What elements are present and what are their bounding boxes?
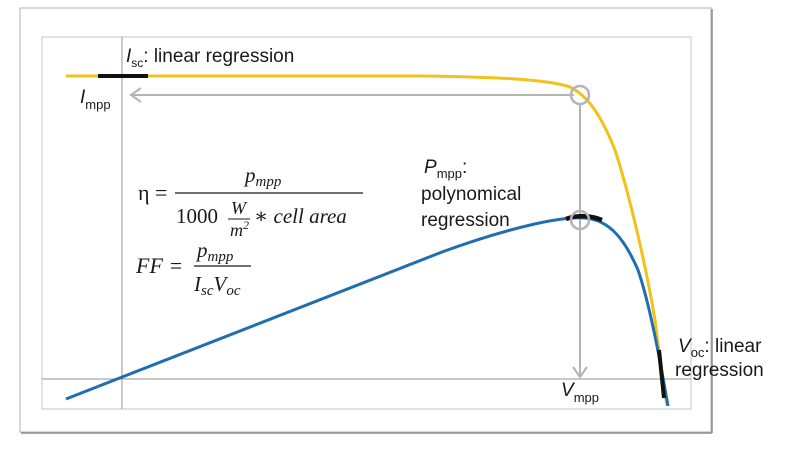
eta-den-unit-num: W [231, 198, 248, 218]
voc-label: Voc: linear [678, 336, 762, 360]
ff-num-main: p [195, 238, 208, 262]
pmpp-regression-segment [565, 213, 603, 223]
vmpp-subscript: mpp [574, 390, 599, 405]
isc-symbol: I [126, 46, 132, 67]
pmpp-label-line3: regression [421, 210, 510, 231]
ff-lhs: FF = [135, 253, 183, 278]
pmpp-label: Pmpp: [424, 157, 467, 181]
pmpp-colon: : [462, 157, 467, 178]
impp-label: Impp [80, 87, 111, 112]
iv-curve [66, 74, 669, 406]
impp-symbol: I [80, 87, 86, 108]
vmpp-symbol: V [561, 380, 576, 401]
ff-den-i-sub: sc [201, 283, 214, 299]
plot-frame [41, 36, 692, 410]
voc-regression-segment [657, 349, 666, 399]
pmpp-subscript: mpp [437, 166, 462, 181]
impp-subscript: mpp [85, 97, 110, 112]
eta-den-rest: ∗ cell area [254, 204, 347, 228]
vmpp-label: Vmpp [561, 380, 599, 405]
eta-unit-exp: 2 [243, 218, 249, 232]
voc-label-line2: regression [675, 360, 764, 381]
ff-num-sub: mpp [208, 249, 234, 265]
voc-subscript: oc [691, 345, 705, 360]
isc-subscript: sc [131, 56, 143, 70]
pmpp-symbol: P [424, 157, 437, 178]
voc-symbol: V [678, 336, 693, 357]
outer-border [19, 7, 712, 433]
efficiency-formula: η = pmpp 1000 W m2 ∗ cell area [138, 163, 363, 240]
isc-text: : linear regression [143, 46, 294, 67]
eta-numerator: pmpp [243, 163, 282, 190]
eta-lhs: η = [138, 180, 167, 205]
fill-factor-formula: FF = pmpp IscVoc [135, 238, 251, 299]
isc-label: Isc: linear regression [126, 46, 294, 70]
ff-den-v-sub: oc [226, 283, 241, 299]
ff-den-v: V [214, 272, 229, 296]
power-curve [65, 216, 670, 407]
eta-den-unit-den: m2 [230, 218, 249, 240]
pmpp-label-line2: polynomical [421, 184, 521, 205]
eta-unit-m: m [230, 220, 243, 240]
ff-den-i: I [193, 272, 202, 296]
impp-arrow-head [129, 87, 142, 103]
impp-marker-circle [569, 84, 591, 106]
ff-denominator: IscVoc [193, 272, 241, 299]
eta-den-const: 1000 [176, 204, 218, 228]
ff-numerator: pmpp [195, 238, 234, 265]
voc-text: : linear [704, 336, 762, 357]
eta-num-sub: mpp [256, 174, 282, 190]
vmpp-arrow-head [572, 366, 588, 379]
eta-num-main: p [243, 163, 256, 187]
pmpp-marker-circle [569, 209, 591, 231]
